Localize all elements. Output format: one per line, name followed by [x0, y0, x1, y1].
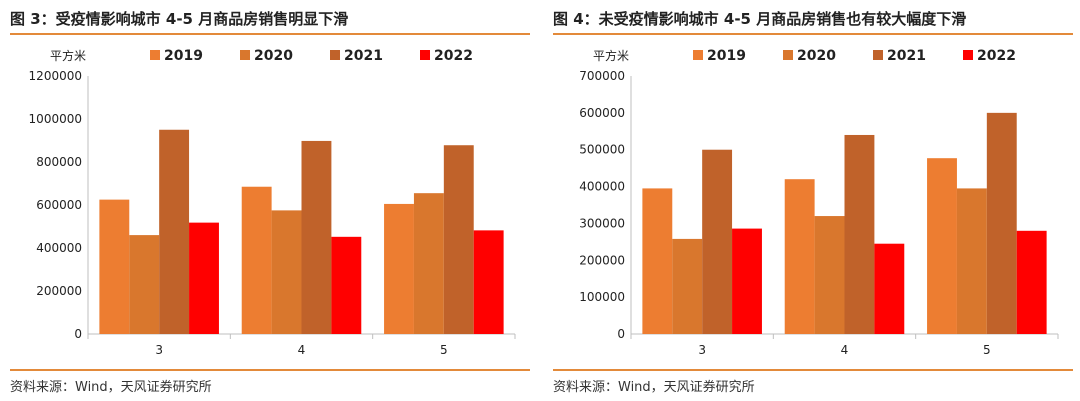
y-tick-label: 700000 — [579, 69, 625, 83]
legend-swatch-2020 — [783, 50, 793, 60]
bar-2022-3 — [189, 222, 219, 334]
x-tick-label: 3 — [155, 343, 163, 357]
bar-2019-4 — [784, 179, 815, 334]
bar-chart-fig4: 平方米 2019 2020 2021 2022 0 100000 200000 300000 40… — [579, 48, 1059, 357]
legend-swatch-2019 — [150, 50, 160, 60]
bar-2022-4 — [331, 236, 362, 334]
x-tick-label: 5 — [440, 343, 448, 357]
y-tick-label: 1200000 — [29, 69, 82, 83]
y-tick-label: 200000 — [579, 253, 625, 267]
x-tick-label: 5 — [983, 343, 991, 357]
bar-2022-5 — [473, 230, 504, 334]
y-axis-unit: 平方米 — [50, 48, 86, 63]
legend-swatch-2021 — [330, 50, 340, 60]
bar-2020-5 — [413, 193, 444, 334]
y-tick-label: 200000 — [36, 284, 82, 298]
source-rule — [553, 369, 1073, 371]
chart-panel-fig3: 图 3：受疫情影响城市 4-5 月商品房销售明显下滑 平方米 2019 2020 20… — [10, 0, 530, 401]
bar-2022-4 — [874, 243, 905, 334]
legend-label-2021: 2021 — [344, 48, 383, 64]
legend-label-2022: 2022 — [977, 48, 1016, 64]
bar-2019-5 — [384, 203, 414, 334]
x-tick-label: 3 — [698, 343, 706, 357]
bar-2021-5 — [986, 112, 1017, 334]
title-rule — [10, 33, 530, 35]
bar-2020-4 — [814, 216, 845, 334]
chart-title: 图 4：未受疫情影响城市 4-5 月商品房销售也有较大幅度下滑 — [553, 10, 967, 28]
bar-2019-3 — [99, 199, 130, 334]
bar-2021-3 — [159, 129, 190, 334]
bar-2019-3 — [642, 188, 673, 334]
legend-label-2019: 2019 — [707, 48, 746, 64]
bar-2021-4 — [844, 134, 875, 334]
bar-2021-5 — [443, 145, 474, 334]
source-note: 资料来源：Wind，天风证券研究所 — [553, 380, 755, 395]
legend-swatch-2021 — [873, 50, 883, 60]
x-tick-label: 4 — [841, 343, 849, 357]
source-rule — [10, 369, 530, 371]
y-tick-label: 1000000 — [29, 112, 82, 126]
source-note: 资料来源：Wind，天风证券研究所 — [10, 380, 212, 395]
bar-2020-3 — [129, 235, 160, 334]
title-rule — [553, 33, 1073, 35]
legend-swatch-2019 — [693, 50, 703, 60]
y-tick-label: 500000 — [579, 143, 625, 157]
bar-2020-3 — [672, 238, 703, 334]
bar-2022-3 — [732, 228, 762, 334]
bar-chart-fig3: 平方米 2019 2020 2021 2022 0 200000 400000 600000 80… — [29, 48, 516, 357]
legend-label-2020: 2020 — [254, 48, 293, 64]
y-tick-label: 400000 — [579, 180, 625, 194]
bar-2021-3 — [702, 149, 733, 334]
legend-label-2022: 2022 — [434, 48, 473, 64]
chart-title: 图 3：受疫情影响城市 4-5 月商品房销售明显下滑 — [10, 10, 349, 28]
y-axis-unit: 平方米 — [593, 48, 629, 63]
bar-2019-5 — [927, 158, 957, 334]
legend-swatch-2022 — [420, 50, 430, 60]
legend-label-2021: 2021 — [887, 48, 926, 64]
legend-label-2019: 2019 — [164, 48, 203, 64]
y-tick-label: 400000 — [36, 241, 82, 255]
y-tick-label: 800000 — [36, 155, 82, 169]
bar-2022-5 — [1016, 230, 1047, 334]
y-tick-label: 600000 — [36, 198, 82, 212]
bar-2020-4 — [271, 210, 302, 334]
legend-swatch-2020 — [240, 50, 250, 60]
y-tick-label: 100000 — [579, 290, 625, 304]
legend-label-2020: 2020 — [797, 48, 836, 64]
y-tick-label: 600000 — [579, 106, 625, 120]
bar-2021-4 — [301, 140, 332, 334]
bar-2020-5 — [956, 188, 987, 334]
chart-panel-fig4: 图 4：未受疫情影响城市 4-5 月商品房销售也有较大幅度下滑 平方米 2019 2… — [553, 0, 1073, 401]
y-tick-label: 0 — [617, 327, 625, 341]
y-tick-label: 0 — [74, 327, 82, 341]
bar-2019-4 — [241, 186, 272, 334]
legend-swatch-2022 — [963, 50, 973, 60]
y-tick-label: 300000 — [579, 216, 625, 230]
x-tick-label: 4 — [298, 343, 306, 357]
